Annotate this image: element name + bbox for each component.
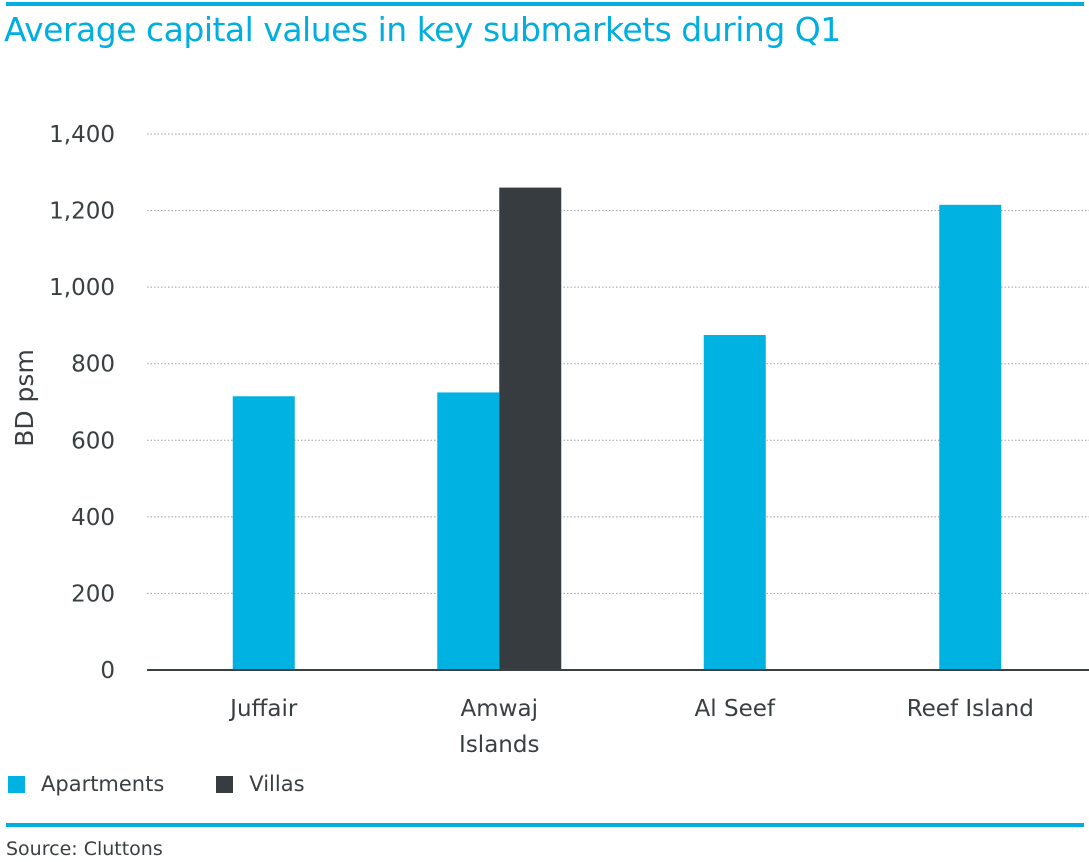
- bar-apartments: [703, 335, 766, 670]
- legend: Apartments Villas: [8, 772, 357, 796]
- bar-apartments: [939, 204, 1002, 671]
- y-tick-label: 1,400: [49, 122, 115, 148]
- x-category-label: Islands: [459, 732, 539, 758]
- bottom-rule: [6, 823, 1084, 827]
- bar-apartments: [232, 396, 295, 670]
- x-category-label: Juffair: [228, 696, 298, 722]
- y-axis-label: BD psm: [10, 349, 39, 447]
- y-tick-label: 600: [71, 428, 115, 454]
- y-tick-label: 1,200: [49, 199, 115, 225]
- y-tick-label: 0: [100, 658, 115, 684]
- x-category-label: Reef Island: [907, 696, 1034, 722]
- legend-swatch-villas: [216, 775, 234, 793]
- bar-apartments: [437, 392, 500, 670]
- top-rule: [6, 2, 1084, 6]
- chart-title: Average capital values in key submarkets…: [4, 10, 841, 49]
- legend-swatch-apartments: [8, 775, 25, 793]
- chart-area: 0 200 400 600 800 1,000 1,200 1,400 Juffair Amwaj…: [10, 122, 1089, 758]
- legend-item-apartments: Apartments: [8, 772, 164, 796]
- y-tick-label: 400: [71, 505, 115, 531]
- bar-villas: [499, 187, 562, 670]
- y-tick-label: 200: [71, 581, 115, 607]
- x-category-label: Al Seef: [695, 696, 776, 722]
- legend-label-apartments: Apartments: [41, 772, 165, 796]
- y-tick-label: 800: [71, 352, 115, 378]
- x-category-label: Amwaj: [461, 696, 538, 722]
- y-tick-label: 1,000: [49, 275, 115, 301]
- source-note: Source: Cluttons: [6, 838, 163, 860]
- legend-item-villas: Villas: [216, 772, 305, 796]
- legend-label-villas: Villas: [249, 772, 305, 796]
